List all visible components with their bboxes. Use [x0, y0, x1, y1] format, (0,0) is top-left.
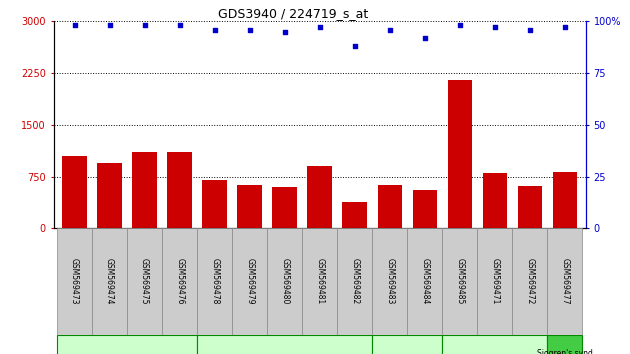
Bar [162, 228, 197, 335]
Bar [238, 185, 262, 228]
Bar [168, 153, 192, 228]
Text: GSM569471: GSM569471 [490, 258, 500, 305]
Bar [512, 228, 547, 335]
Bar [267, 228, 302, 335]
Bar [483, 173, 507, 228]
Text: GSM569472: GSM569472 [525, 258, 534, 305]
Bar [197, 228, 232, 335]
Bar [413, 190, 437, 228]
Text: GSM569484: GSM569484 [420, 258, 429, 305]
Bar [447, 80, 472, 228]
Point [244, 27, 255, 32]
Text: Sjogren's synd
rome
control: Sjogren's synd rome control [537, 349, 593, 354]
Bar [132, 153, 157, 228]
Text: GSM569478: GSM569478 [210, 258, 219, 305]
Bar [478, 228, 512, 335]
Bar [518, 185, 542, 228]
Text: GSM569475: GSM569475 [140, 258, 149, 305]
Point [350, 43, 360, 49]
Bar [547, 228, 582, 335]
Bar [372, 335, 442, 354]
Bar [272, 187, 297, 228]
Text: GSM569477: GSM569477 [561, 258, 570, 305]
Bar [127, 228, 162, 335]
Text: GSM569483: GSM569483 [386, 258, 394, 305]
Point [560, 25, 570, 30]
Point [175, 23, 185, 28]
Title: GDS3940 / 224719_s_at: GDS3940 / 224719_s_at [218, 7, 368, 20]
Point [69, 23, 79, 28]
Bar [372, 228, 407, 335]
Bar [553, 172, 577, 228]
Bar [232, 228, 267, 335]
Point [525, 27, 535, 32]
Text: GSM569479: GSM569479 [245, 258, 254, 305]
Bar [197, 335, 372, 354]
Bar [442, 335, 547, 354]
Bar [57, 335, 197, 354]
Point [490, 25, 500, 30]
Bar [377, 185, 402, 228]
Point [420, 35, 430, 41]
Bar [302, 228, 337, 335]
Text: GSM569476: GSM569476 [175, 258, 184, 305]
Text: GSM569473: GSM569473 [70, 258, 79, 305]
Point [385, 27, 395, 32]
Point [105, 23, 115, 28]
Text: GSM569481: GSM569481 [315, 258, 324, 304]
Bar [92, 228, 127, 335]
Bar [337, 228, 372, 335]
Bar [62, 156, 87, 228]
Text: GSM569482: GSM569482 [350, 258, 359, 304]
Text: GSM569480: GSM569480 [280, 258, 289, 305]
Bar [407, 228, 442, 335]
Bar [97, 163, 122, 228]
Text: GSM569485: GSM569485 [455, 258, 464, 305]
Bar [442, 228, 478, 335]
Point [280, 29, 290, 34]
Text: GSM569474: GSM569474 [105, 258, 114, 305]
Point [455, 23, 465, 28]
Bar [57, 228, 92, 335]
Bar [343, 202, 367, 228]
Bar [202, 180, 227, 228]
Point [210, 27, 220, 32]
Bar [547, 335, 582, 354]
Point [315, 25, 325, 30]
Bar [307, 166, 332, 228]
Point [140, 23, 150, 28]
